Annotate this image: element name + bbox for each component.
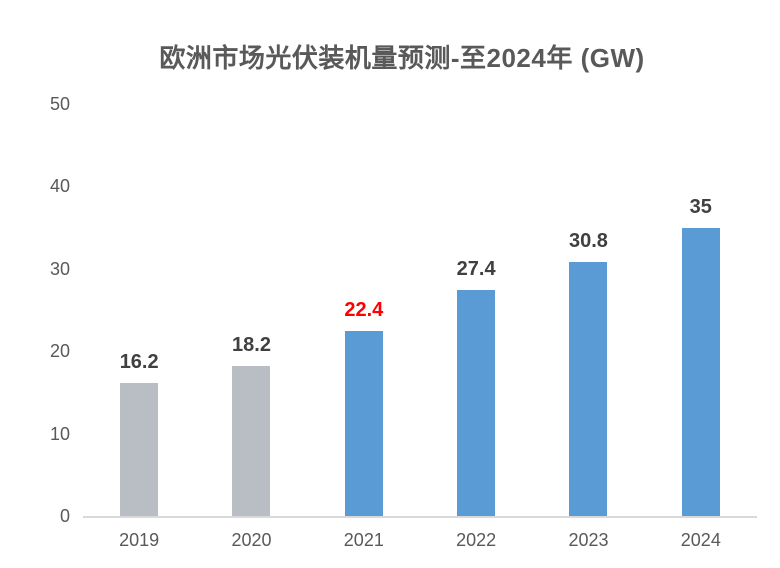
bar-value-label: 16.2: [119, 350, 159, 373]
bar: [120, 382, 159, 516]
x-tick-label: 2022: [456, 530, 497, 550]
y-tick-label: 20: [49, 341, 70, 362]
plot-area: 16.2 18.2 22.4 27.4 30.8 35: [83, 104, 757, 518]
bar-slot: 35: [645, 104, 757, 516]
bar-value-label: 22.4: [344, 299, 384, 322]
bar: [569, 262, 608, 516]
bar-slot: 27.4: [420, 104, 532, 516]
x-tick-label: 2024: [680, 530, 721, 550]
y-tick-label: 50: [49, 94, 70, 114]
bar: [681, 227, 720, 516]
bar-slot: 18.2: [195, 104, 307, 516]
bar-slot: 30.8: [532, 104, 644, 516]
x-axis-baseline: [83, 516, 757, 518]
y-tick-label: 30: [49, 258, 70, 279]
x-tick-label: 2019: [119, 530, 160, 550]
chart-title: 欧洲市场光伏装机量预测-至2024年 (GW): [159, 43, 645, 73]
y-tick-label: 40: [49, 176, 70, 197]
bar-value-label: 18.2: [232, 334, 271, 357]
bar-slot: 22.4: [308, 104, 420, 516]
bar-slot: 16.2: [83, 104, 195, 516]
bar: [232, 366, 271, 516]
bar-value-label: 30.8: [569, 230, 608, 253]
bar-value-label: 27.4: [456, 258, 496, 281]
x-tick-label: 2020: [231, 530, 272, 550]
bar-value-label: 35: [689, 195, 712, 218]
y-tick-label: 10: [49, 423, 70, 444]
y-axis: 0 10 20 30 40 50: [0, 95, 70, 525]
x-axis: 2019 2020 2021 2022 2023 2024: [83, 530, 757, 551]
x-tick-label: 2021: [343, 530, 384, 550]
bar: [344, 331, 383, 516]
bar: [457, 290, 496, 516]
y-tick-label: 0: [59, 506, 70, 526]
x-tick-label: 2023: [568, 530, 609, 550]
